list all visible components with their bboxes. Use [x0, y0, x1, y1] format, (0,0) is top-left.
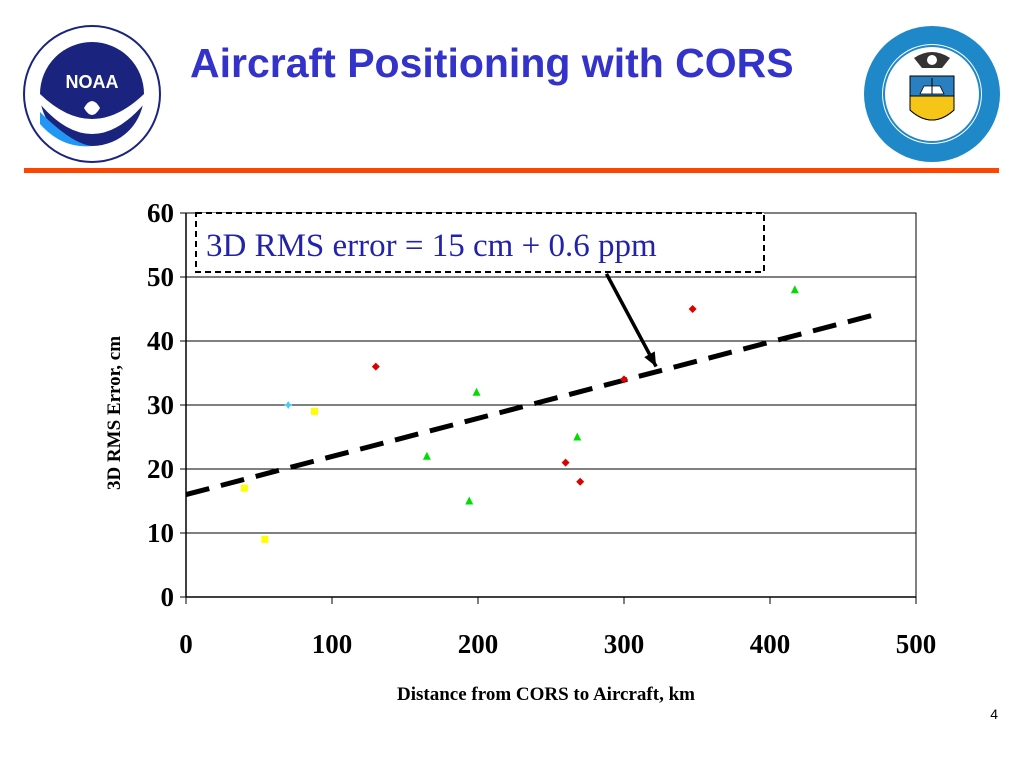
data-point-diamond-3: [620, 375, 628, 384]
trend-line-layer: [185, 312, 873, 498]
y-tick-label-60: 60: [147, 198, 174, 228]
y-tick-label-30: 30: [147, 390, 174, 420]
x-tick-label-300: 300: [604, 629, 645, 659]
x-tick-label-500: 500: [896, 629, 937, 659]
data-point-diamond-1: [561, 458, 570, 467]
page-number: 4: [990, 706, 998, 722]
data-point-triangle-4: [790, 285, 799, 294]
data-point-triangle-3: [573, 432, 582, 441]
noaa-wordmark: NOAA: [66, 72, 119, 92]
title-rule: [24, 168, 999, 173]
data-point-diamond-4: [688, 305, 697, 313]
x-tick-label-400: 400: [750, 629, 791, 659]
y-tick-label-40: 40: [147, 326, 174, 356]
data-point-star-0: [284, 401, 293, 409]
data-points: [240, 285, 799, 543]
data-point-triangle-2: [472, 387, 481, 396]
y-tick-label-50: 50: [147, 262, 174, 292]
scatter-chart: 0 10 20 30 40 50 60 0 100 200 300 400 500 3D RMS err…: [104, 198, 936, 705]
y-axis-title: 3D RMS Error, cm: [104, 336, 125, 490]
trend-line: [185, 312, 873, 498]
annotation-text: 3D RMS error = 15 cm + 0.6 ppm: [206, 228, 657, 264]
tick-labels: 0 10 20 30 40 50 60 0 100 200 300 400 500: [147, 198, 936, 659]
x-tick-label-100: 100: [312, 629, 353, 659]
annotation-arrow-shaft: [604, 272, 658, 368]
data-point-square-2: [310, 407, 318, 415]
slide-title: Aircraft Positioning with CORS: [190, 40, 794, 86]
noaa-logo-icon: NOAA: [23, 25, 161, 163]
x-axis-title: Distance from CORS to Aircraft, km: [397, 684, 695, 705]
data-point-triangle-1: [465, 496, 474, 505]
y-tick-label-10: 10: [147, 518, 174, 548]
annotation-box: [195, 212, 765, 273]
x-tick-label-0: 0: [179, 629, 193, 659]
y-tick-label-0: 0: [161, 582, 175, 612]
y-tick-label-20: 20: [147, 454, 174, 484]
data-point-square-0: [240, 484, 248, 492]
data-point-diamond-2: [576, 477, 585, 486]
data-point-square-1: [261, 535, 269, 543]
department-of-commerce-seal-icon: [864, 26, 1000, 162]
data-point-triangle-0: [422, 451, 431, 460]
annotation: 3D RMS error = 15 cm + 0.6 ppm: [195, 212, 765, 368]
data-point-diamond-0: [371, 362, 380, 371]
axes: [180, 212, 917, 604]
annotation-arrow-head: [644, 351, 657, 367]
x-tick-label-200: 200: [458, 629, 499, 659]
